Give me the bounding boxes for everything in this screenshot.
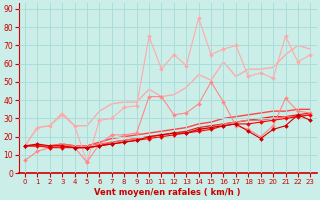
X-axis label: Vent moyen/en rafales ( km/h ): Vent moyen/en rafales ( km/h ) bbox=[94, 188, 241, 197]
